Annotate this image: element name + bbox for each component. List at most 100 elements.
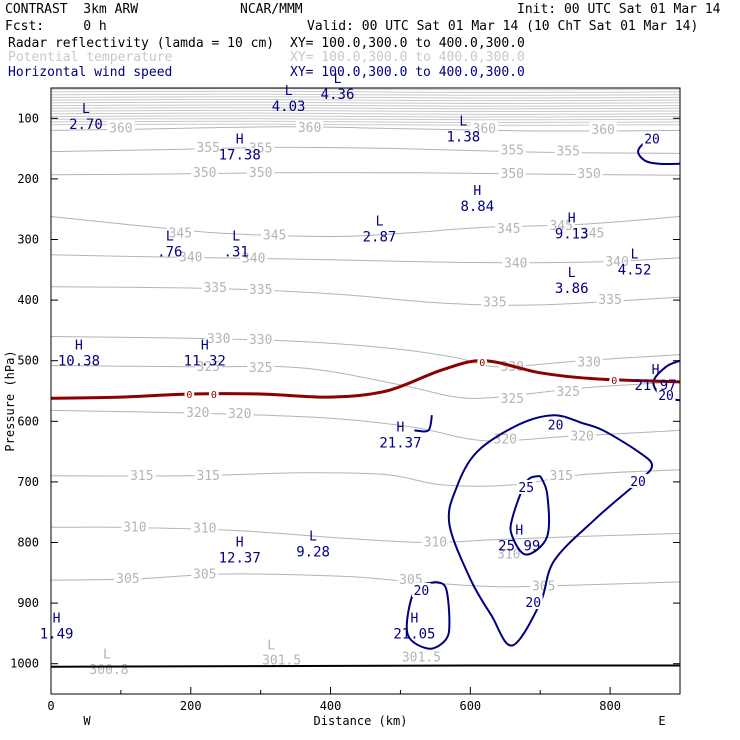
theta-label-360-bg (589, 121, 617, 136)
theta-label-320: 320 (228, 407, 251, 422)
theta-label-360-bg (470, 121, 498, 136)
wind-label-20: 20 (630, 475, 646, 490)
theta-label-325: 325 (556, 385, 579, 400)
theta-line-upper (50, 112, 681, 115)
field-xy-theta: XY= 100.0,300.0 to 400.0,300.0 (290, 50, 525, 65)
theta-label-320: 320 (570, 429, 593, 444)
theta-line-355 (50, 146, 681, 154)
reflectivity-label: 0 (211, 390, 217, 401)
extremum-marker-L: L (309, 529, 317, 544)
y-tick-label: 100 (17, 111, 39, 125)
extremum-value: 17.38 (219, 148, 261, 164)
theta-line-330 (50, 336, 681, 368)
theta-label-360: 360 (591, 123, 614, 138)
theta-label-345: 345 (169, 226, 192, 241)
theta-bottom-label-2: 301.5 (402, 651, 441, 666)
reflectivity-label: 0 (611, 376, 617, 387)
extremum-marker-H: H (568, 211, 576, 226)
wind-label-20: 20 (658, 389, 674, 404)
extremum-marker-H: H (411, 611, 419, 626)
theta-label-310: 310 (193, 522, 216, 537)
theta-label-310: 310 (123, 520, 146, 535)
theta-line-335 (50, 286, 681, 306)
wind-label-20: 20 (525, 596, 541, 611)
theta-label-315-bg (128, 467, 156, 482)
theta-label-315: 315 (549, 469, 572, 484)
theta-label-315: 315 (130, 469, 153, 484)
theta-label-345: 345 (549, 219, 572, 234)
theta-label-330: 330 (577, 356, 600, 371)
extremum-marker-H: H (236, 536, 244, 551)
wind-label-20: 20 (548, 419, 564, 434)
theta-label-305-bg (530, 578, 558, 593)
theta-label-330-bg (205, 330, 233, 345)
wind-label-25-bg (516, 479, 536, 494)
theta-label-340-bg (240, 250, 268, 265)
theta-label-355-bg (247, 140, 275, 155)
extremum-marker-L: L (232, 229, 240, 244)
theta-line-upper (50, 104, 681, 107)
theta-label-345-bg (166, 225, 194, 240)
theta-label-335-bg (481, 294, 509, 309)
wind-label-20-bg (546, 417, 565, 432)
y-axis-title: Pressure (hPa) (3, 350, 17, 451)
theta-label-325-bg (247, 359, 275, 374)
theta-label-330-bg (247, 332, 275, 347)
extremum-value: 9.13 (555, 226, 589, 242)
theta-label-305: 305 (116, 572, 139, 587)
theta-label-335: 335 (598, 293, 621, 308)
wind-contour-20-5 (414, 414, 433, 433)
theta-label-325: 325 (501, 392, 524, 407)
theta-label-350-bg (498, 166, 526, 181)
wind-label-20: 20 (414, 584, 430, 599)
y-tick-label: 400 (17, 293, 39, 307)
reflectivity-label-bg (208, 389, 219, 400)
theta-line-upper (50, 98, 681, 102)
model-title: CONTRAST 3km ARW (5, 2, 139, 17)
theta-label-335-bg (596, 292, 624, 307)
x-tick-label: 200 (180, 699, 202, 713)
extremum-marker-H: H (201, 339, 209, 354)
theta-line-320 (50, 409, 681, 442)
wind-contour-20-2 (447, 414, 654, 647)
y-tick-label: 900 (17, 596, 39, 610)
extremum-value: 1.49 (40, 626, 74, 642)
reflectivity-label-bg (477, 356, 488, 367)
extremum-value: 2.87 (363, 229, 397, 245)
extremum-marker-H: H (236, 133, 244, 148)
theta-label-345-bg (579, 225, 607, 240)
y-tick-label: 300 (17, 233, 39, 247)
theta-label-310-bg (121, 519, 149, 534)
extremum-marker-L: L (166, 229, 174, 244)
extremum-marker-H: H (515, 523, 523, 538)
theta-label-350: 350 (249, 166, 272, 181)
extremum-marker-H: H (397, 420, 405, 435)
theta-label-315-bg (547, 467, 575, 482)
theta-label-335-bg (201, 279, 229, 294)
theta-bottom-marker: L (103, 648, 111, 663)
theta-label-325-bg (554, 384, 582, 399)
theta-line-upper (50, 101, 681, 105)
theta-label-310: 310 (424, 536, 447, 551)
theta-label-350: 350 (501, 167, 524, 182)
extremum-value: 21.05 (393, 626, 435, 642)
extremum-marker-L: L (82, 102, 90, 117)
extremum-value: 11.32 (184, 354, 226, 370)
theta-label-345-bg (261, 227, 289, 242)
valid-time: Valid: 00 UTC Sat 01 Mar 14 (10 ChT Sat … (307, 19, 699, 34)
extremum-marker-L: L (285, 84, 293, 99)
theta-label-335: 335 (249, 283, 272, 298)
x-tick-label: 800 (599, 699, 621, 713)
field-xy-reflectivity: XY= 100.0,300.0 to 400.0,300.0 (290, 36, 525, 51)
field-label-theta: Potential temperature (8, 50, 173, 65)
extremum-value: 4.03 (272, 99, 306, 115)
terrain-surface (50, 664, 680, 668)
theta-label-305-bg (397, 572, 425, 587)
wind-label-25: 25 (518, 481, 534, 496)
theta-label-360: 360 (109, 122, 132, 137)
west-label: W (83, 714, 91, 728)
theta-label-340: 340 (242, 251, 265, 266)
theta-label-350-bg (191, 164, 219, 179)
theta-bottom-marker: L (267, 639, 275, 654)
